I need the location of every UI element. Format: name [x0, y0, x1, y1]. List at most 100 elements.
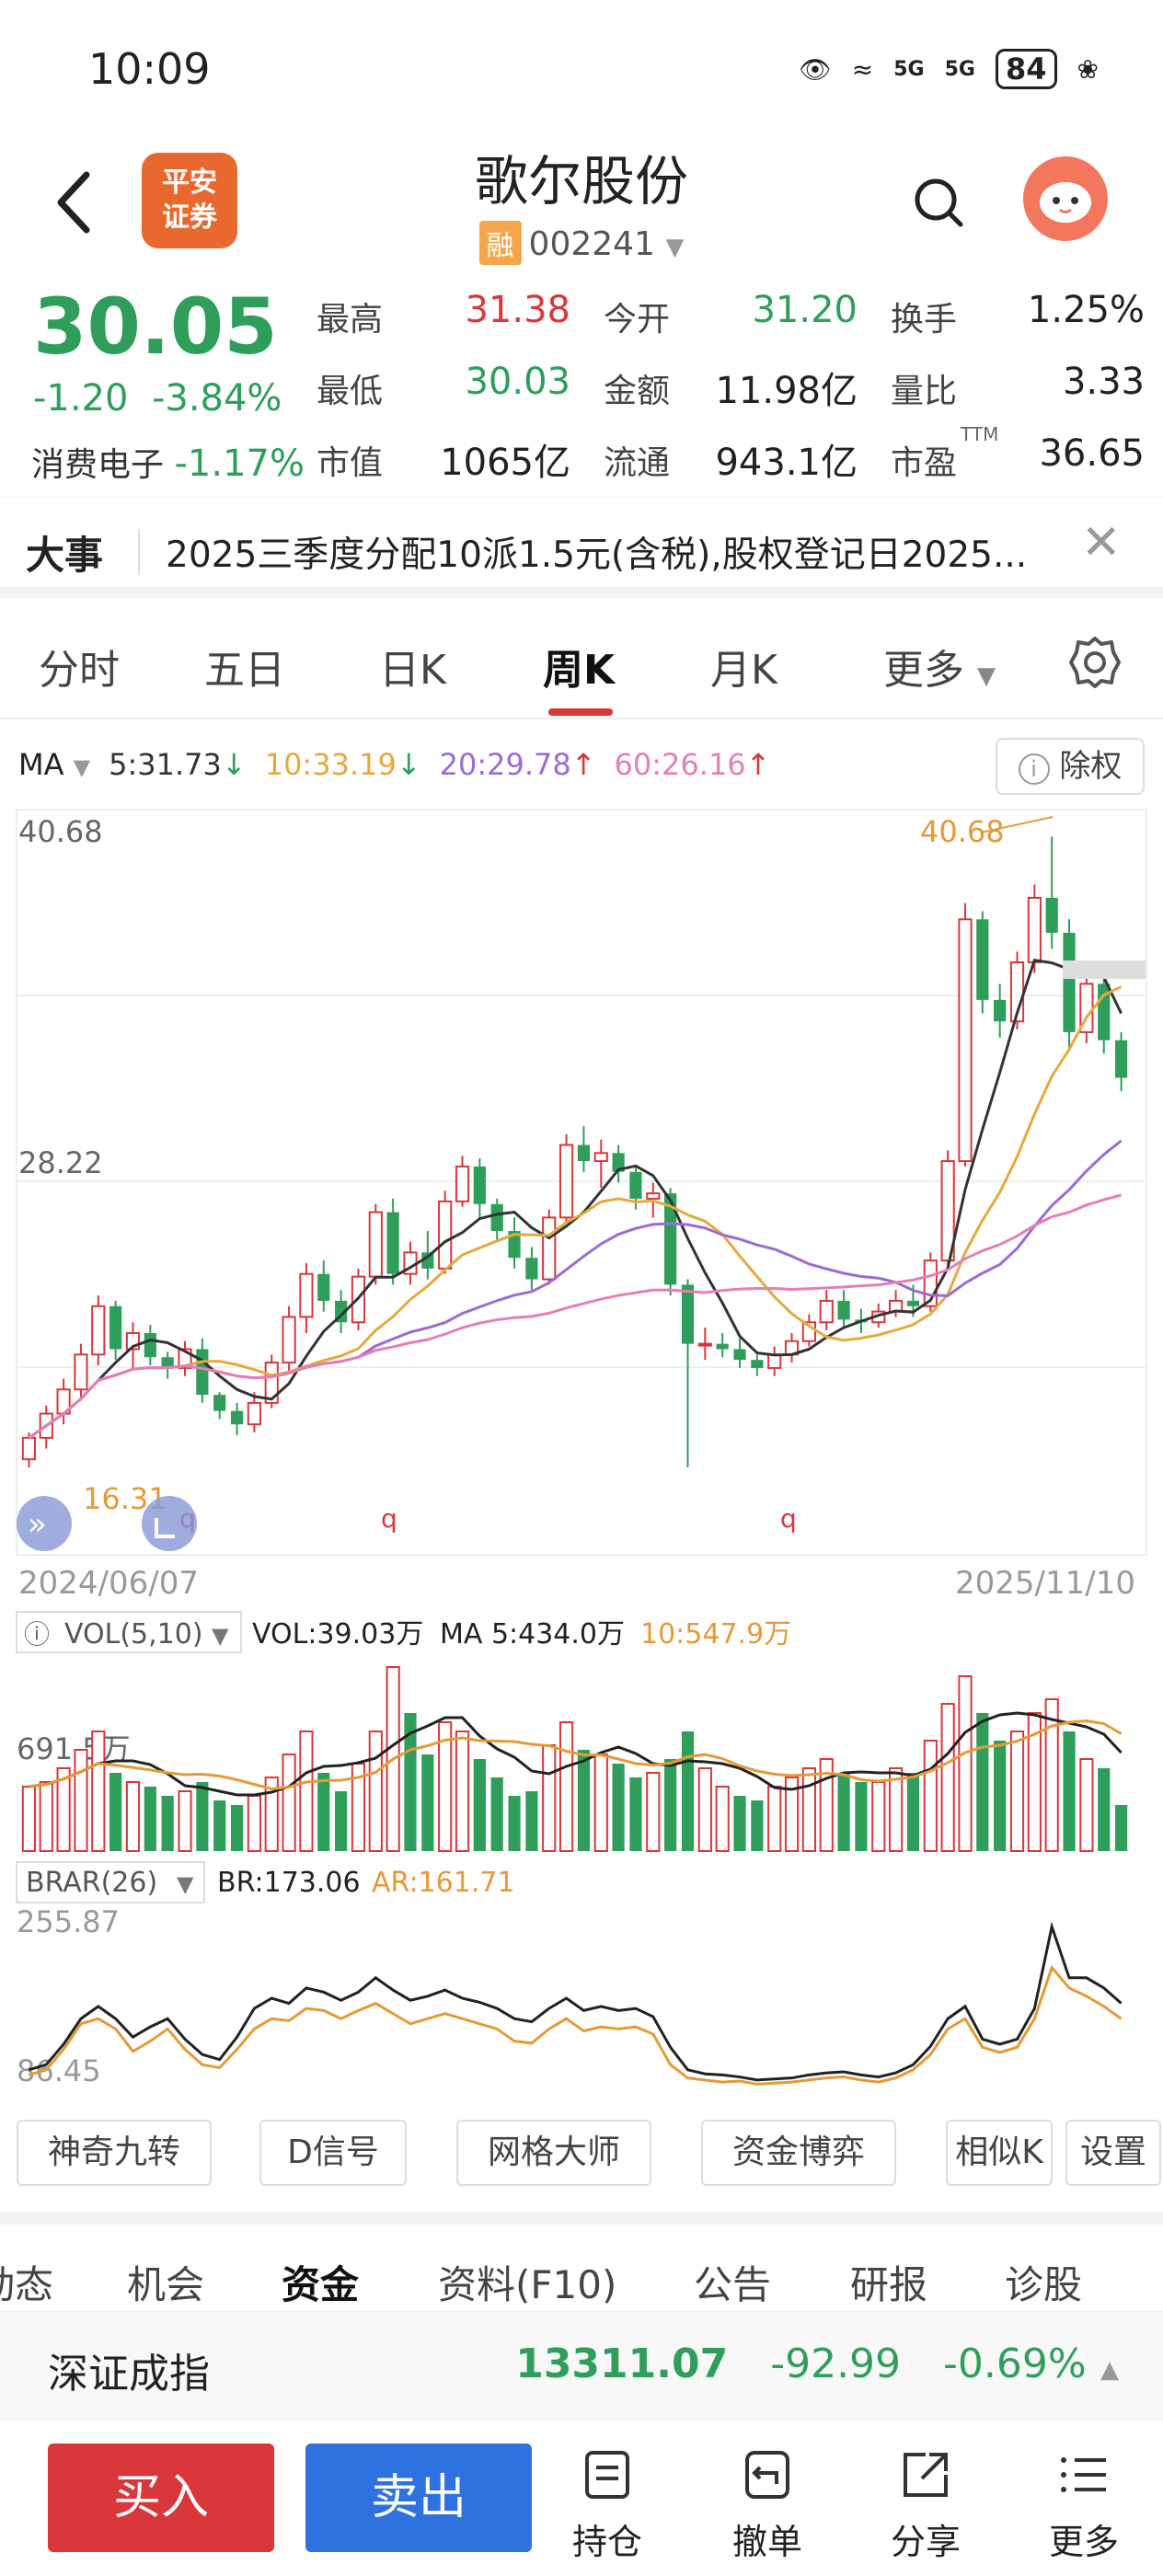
brar-axis-bottom: 86.45 [17, 2053, 101, 2088]
tab-weekly-k[interactable]: 周K [543, 647, 616, 694]
volume-bar [404, 1713, 417, 1851]
buy-button[interactable]: 买入 [48, 2444, 274, 2552]
candle-body [994, 999, 1007, 1022]
ma10-line [28, 985, 1123, 1440]
news-text[interactable]: 2025三季度分配10派1.5元(含税),股权登记日2025... [166, 535, 1028, 576]
vol-indicator-selector[interactable] [16, 1611, 242, 1653]
tab-news-feed[interactable]: 动态 [0, 2262, 54, 2307]
ex-rights-button[interactable]: i 除权 [996, 738, 1145, 795]
more-button[interactable]: 更多 [1029, 2444, 1139, 2564]
volume-bar [39, 1781, 53, 1852]
tool-settings[interactable]: 设置 [1065, 2120, 1161, 2186]
status-icons: 👁 ≈ 5G 5G 84 ❀ [799, 46, 1099, 92]
back-arrow-icon[interactable] [46, 166, 101, 239]
ma60-text: 60:26.16 [614, 747, 746, 782]
logo-text-1: 平安 [162, 167, 217, 199]
volume-bar [74, 1749, 88, 1852]
tab-diagnosis[interactable]: 诊股 [1005, 2262, 1083, 2307]
cancel-order-button[interactable]: 撤单 [712, 2444, 823, 2564]
fullscreen-icon[interactable] [142, 1496, 197, 1551]
ex-rights-label: 除权 [1059, 748, 1123, 785]
status-bar: 10:09 👁 ≈ 5G 5G 84 ❀ [0, 0, 1163, 138]
tab-monthly-k[interactable]: 月K [710, 647, 777, 694]
volume-bar [1044, 1698, 1059, 1852]
ma-label: MA [18, 747, 64, 782]
signal-icon-2: 5G [944, 57, 975, 81]
volume-bar [438, 1721, 453, 1852]
index-ticker-bar[interactable] [0, 2311, 1163, 2421]
positions-button[interactable]: 持仓 [552, 2444, 662, 2564]
stat-value: 943.1亿 [715, 442, 858, 484]
stat-value: 3.33 [1062, 361, 1145, 403]
ma60-value: 60:26.16↑ [615, 747, 771, 782]
chevron-up-icon[interactable]: ▲ [1100, 2356, 1119, 2384]
tab-intraday[interactable]: 分时 [39, 647, 120, 694]
tab-daily-k[interactable]: 日K [379, 647, 446, 694]
tab-announcements[interactable]: 公告 [694, 2262, 772, 2307]
volume-bar [767, 1786, 782, 1852]
ma-indicator-row[interactable]: MA ▼ 5:31.73↓ 10:33.19↓ 20:29.78↑ 60:26.… [18, 747, 770, 782]
candle-body [976, 919, 989, 1000]
expand-left-icon[interactable]: » [17, 1496, 72, 1551]
candle-body [247, 1401, 261, 1426]
tool-similar-k[interactable]: 相似K [946, 2120, 1053, 2186]
volume-bar [593, 1754, 608, 1852]
volume-bar [801, 1767, 816, 1852]
signal-icon-1: 5G [893, 57, 925, 81]
candle-body [508, 1231, 521, 1259]
volume-bar [161, 1796, 174, 1851]
volume-bar [629, 1777, 642, 1851]
ma10-text: 10:33.19 [264, 747, 397, 782]
current-price: 30.05 [33, 282, 278, 372]
stat-value: 36.65 [1039, 432, 1145, 475]
candle-body [525, 1258, 538, 1280]
close-icon[interactable]: ✕ [1081, 515, 1122, 570]
candle-body [21, 1436, 37, 1461]
up-arrow-icon: ↑ [745, 747, 771, 782]
br-value: BR:173.06 [217, 1867, 361, 1899]
stock-code-selector[interactable]: 融 002241 ▼ [0, 221, 1163, 265]
tab-opportunity[interactable]: 机会 [127, 2262, 205, 2307]
tool-fund-game[interactable]: 资金博弈 [701, 2120, 896, 2186]
candle-body [473, 1166, 486, 1204]
stat-label: 量比 [891, 373, 958, 410]
share-button[interactable]: 分享 [870, 2444, 981, 2564]
candle-body [161, 1357, 174, 1368]
assistant-avatar-icon[interactable] [1023, 156, 1108, 241]
volume-bar [715, 1786, 730, 1852]
volume-bars-layer [21, 1666, 1128, 1852]
candle-body [421, 1252, 434, 1269]
tab-five-day[interactable]: 五日 [204, 647, 285, 694]
stock-name: 歌尔股份 [474, 150, 688, 213]
tab-funds[interactable]: 资金 [282, 2262, 360, 2307]
share-icon [904, 2453, 948, 2497]
kline-chart[interactable]: 40.68 28.22 40.68 16.31 q q q » 2024/06/… [0, 0, 1163, 2116]
tool-grid-master[interactable]: 网格大师 [456, 2120, 651, 2186]
tab-profile-f10[interactable]: 资料(F10) [438, 2262, 617, 2307]
cancel-order-label: 撤单 [731, 2522, 802, 2562]
candle-body [455, 1165, 470, 1202]
tab-research[interactable]: 研报 [850, 2262, 928, 2307]
news-bar[interactable] [0, 497, 1163, 598]
search-icon[interactable] [911, 175, 966, 230]
stat-sup: TTM [961, 423, 999, 445]
margin-badge: 融 [478, 221, 522, 265]
index-percent: -0.69% [943, 2340, 1087, 2387]
tab-more[interactable]: 更多 ▼ [883, 637, 996, 696]
date-start: 2024/06/07 [18, 1565, 199, 1602]
br-line [28, 1921, 1123, 2082]
sector-change[interactable]: 消费电子 -1.17% [31, 438, 305, 486]
price-axis-mid: 28.22 [18, 1145, 103, 1180]
price-change: -1.20 -3.84% [33, 377, 282, 420]
ma-selector[interactable]: MA ▼ [18, 747, 90, 782]
sell-button[interactable]: 卖出 [305, 2444, 532, 2552]
volume-bar [178, 1790, 192, 1852]
tool-nine-turn[interactable]: 神奇九转 [17, 2120, 212, 2186]
volume-bar [994, 1741, 1007, 1851]
candle-body [299, 1272, 314, 1318]
tool-d-signal[interactable]: D信号 [259, 2120, 407, 2186]
candle-body [1063, 932, 1076, 1032]
brar-indicator-selector[interactable] [16, 1861, 205, 1903]
ma5-text: 5:31.73 [109, 747, 222, 782]
gear-icon[interactable] [1067, 635, 1123, 690]
